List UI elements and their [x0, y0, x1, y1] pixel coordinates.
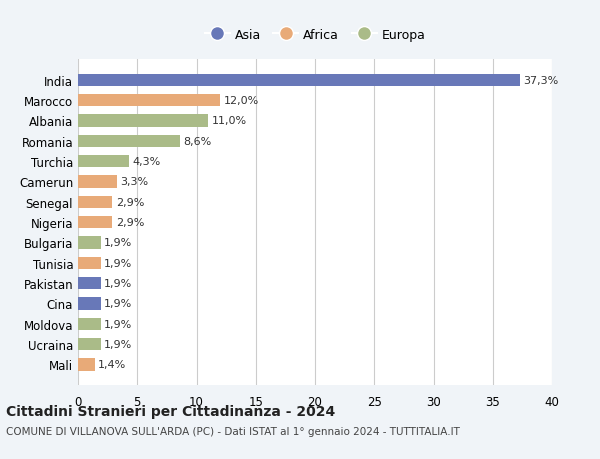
Bar [78, 135, 180, 147]
Text: 1,4%: 1,4% [98, 360, 127, 369]
Text: 2,9%: 2,9% [116, 218, 144, 228]
Bar [78, 277, 101, 290]
Text: 1,9%: 1,9% [104, 258, 133, 268]
Bar [78, 196, 112, 208]
Bar [78, 176, 117, 188]
Text: 2,9%: 2,9% [116, 197, 144, 207]
Text: 1,9%: 1,9% [104, 238, 133, 248]
Text: 1,9%: 1,9% [104, 319, 133, 329]
Text: 1,9%: 1,9% [104, 299, 133, 309]
Bar [78, 298, 101, 310]
Text: 3,3%: 3,3% [121, 177, 149, 187]
Bar [78, 95, 220, 107]
Bar [78, 338, 101, 351]
Text: 8,6%: 8,6% [184, 136, 212, 146]
Bar [78, 257, 101, 269]
Bar [78, 217, 112, 229]
Legend: Asia, Africa, Europa: Asia, Africa, Europa [199, 23, 431, 46]
Text: 4,3%: 4,3% [133, 157, 161, 167]
Text: COMUNE DI VILLANOVA SULL'ARDA (PC) - Dati ISTAT al 1° gennaio 2024 - TUTTITALIA.: COMUNE DI VILLANOVA SULL'ARDA (PC) - Dat… [6, 426, 460, 436]
Text: 1,9%: 1,9% [104, 339, 133, 349]
Text: Cittadini Stranieri per Cittadinanza - 2024: Cittadini Stranieri per Cittadinanza - 2… [6, 404, 335, 419]
Bar [78, 237, 101, 249]
Text: 12,0%: 12,0% [224, 96, 259, 106]
Bar [78, 156, 129, 168]
Bar [78, 358, 95, 371]
Text: 1,9%: 1,9% [104, 279, 133, 288]
Bar [78, 115, 208, 127]
Bar [78, 74, 520, 87]
Bar [78, 318, 101, 330]
Text: 37,3%: 37,3% [524, 76, 559, 85]
Text: 11,0%: 11,0% [212, 116, 247, 126]
